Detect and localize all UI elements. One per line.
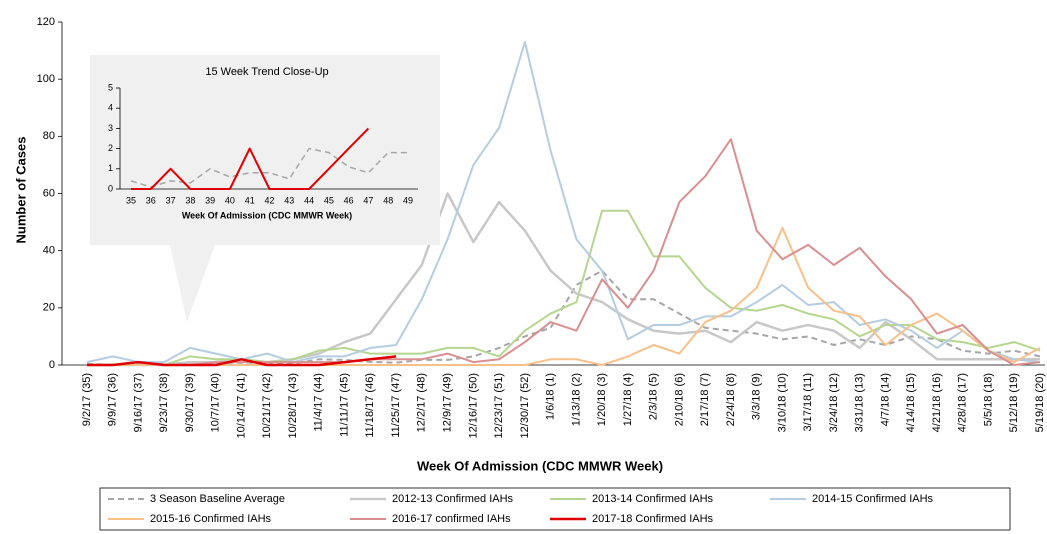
inset-title: 15 Week Trend Close-Up — [205, 66, 328, 78]
series-line — [86, 269, 1041, 366]
x-tick-label: 9/23/17 (38) — [158, 373, 170, 432]
x-tick-label: 2/10/18 (6) — [673, 373, 685, 426]
legend-label: 2016-17 confirmed IAHs — [392, 513, 511, 525]
x-tick-label: 42 — [264, 195, 274, 205]
legend-label: 3 Season Baseline Average — [150, 493, 285, 505]
x-tick-label: 49 — [403, 195, 413, 205]
y-tick-label: 0 — [49, 359, 55, 371]
x-tick-label: 39 — [205, 195, 215, 205]
x-tick-label: 11/4/17 (44) — [313, 373, 325, 432]
series-line — [130, 147, 408, 188]
y-tick-label: 5 — [108, 82, 113, 92]
x-tick-label: 12/2/17 (48) — [416, 373, 428, 432]
x-tick-label: 3/24/18 (12) — [828, 373, 840, 432]
x-tick-label: 10/21/17 (42) — [261, 373, 273, 438]
x-tick-label: 10/14/17 (41) — [235, 373, 247, 438]
x-tick-label: 9/2/17 (35) — [81, 373, 93, 426]
y-tick-label: 100 — [37, 73, 55, 85]
x-tick-label: 5/19/18 (20) — [1034, 373, 1046, 432]
y-tick-label: 20 — [43, 302, 55, 314]
x-tick-label: 37 — [166, 195, 176, 205]
x-tick-label: 11/25/17 (47) — [390, 373, 402, 438]
x-tick-label: 38 — [185, 195, 195, 205]
inset-x-axis-label: Week Of Admission (CDC MMWR Week) — [182, 210, 352, 220]
x-tick-label: 3/3/18 (9) — [751, 373, 763, 420]
x-tick-label: 1/27/18 (4) — [622, 373, 634, 426]
x-tick-label: 2/3/18 (5) — [648, 373, 660, 420]
x-tick-label: 5/5/18 (18) — [982, 373, 994, 426]
inset-panel — [90, 55, 440, 322]
x-tick-label: 45 — [324, 195, 334, 205]
x-tick-label: 12/16/17 (50) — [467, 373, 479, 438]
x-tick-label: 35 — [126, 195, 136, 205]
y-tick-label: 1 — [108, 163, 113, 173]
y-tick-label: 0 — [108, 183, 113, 193]
legend-label: 2013-14 Confirmed IAHs — [592, 493, 714, 505]
x-tick-label: 44 — [304, 195, 314, 205]
x-tick-label: 3/17/18 (11) — [802, 373, 814, 432]
x-tick-label: 4/14/18 (15) — [905, 373, 917, 432]
x-tick-label: 47 — [363, 195, 373, 205]
inset-plot: 15 Week Trend Close-Up Week Of Admission… — [108, 66, 418, 220]
x-tick-label: 4/7/18 (14) — [879, 373, 891, 426]
x-tick-label: 9/16/17 (37) — [132, 373, 144, 432]
x-tick-label: 4/28/18 (17) — [957, 373, 969, 432]
x-tick-label: 11/18/17 (46) — [364, 373, 376, 438]
x-tick-label: 1/6/18 (1) — [545, 373, 557, 420]
y-tick-label: 80 — [43, 130, 55, 142]
y-tick-label: 120 — [37, 16, 55, 28]
x-tick-label: 4/21/18 (16) — [931, 373, 943, 432]
series-line — [131, 127, 370, 190]
x-tick-label: 12/30/17 (52) — [519, 373, 531, 438]
x-tick-label: 5/12/18 (19) — [1008, 373, 1020, 432]
x-tick-label: 9/9/17 (36) — [107, 373, 119, 426]
legend: 3 Season Baseline Average 2012-13 Confirm… — [108, 493, 934, 525]
x-tick-label: 12/9/17 (49) — [442, 373, 454, 432]
x-tick-label: 1/20/18 (3) — [596, 373, 608, 426]
x-axis-label: Week Of Admission (CDC MMWR Week) — [417, 458, 663, 473]
x-tick-label: 40 — [225, 195, 235, 205]
y-axis-label: Number of Cases — [13, 137, 28, 244]
legend-label: 2017-18 Confirmed IAHs — [592, 513, 714, 525]
x-tick-label: 36 — [146, 195, 156, 205]
series-line — [87, 355, 397, 367]
legend-label: 2014-15 Confirmed IAHs — [812, 493, 934, 505]
x-tick-label: 2/17/18 (7) — [699, 373, 711, 426]
x-tick-label: 9/30/17 (39) — [184, 373, 196, 432]
y-tick-label: 40 — [43, 245, 55, 257]
y-tick-label: 3 — [108, 123, 113, 133]
series-line — [86, 41, 1041, 364]
x-tick-label: 10/7/17 (40) — [210, 373, 222, 432]
x-tick-label: 43 — [284, 195, 294, 205]
x-tick-label: 3/10/18 (10) — [776, 373, 788, 432]
series-line — [87, 226, 1041, 366]
x-tick-label: 10/28/17 (43) — [287, 373, 299, 438]
y-tick-label: 60 — [43, 187, 55, 199]
y-tick-label: 4 — [108, 103, 113, 113]
x-tick-label: 41 — [245, 195, 255, 205]
legend-label: 2015-16 Confirmed IAHs — [150, 513, 272, 525]
series-line — [87, 138, 1041, 366]
x-tick-label: 48 — [383, 195, 393, 205]
legend-label: 2012-13 Confirmed IAHs — [392, 493, 514, 505]
x-tick-label: 2/24/18 (8) — [725, 373, 737, 426]
x-tick-label: 3/31/18 (13) — [854, 373, 866, 432]
x-tick-label: 1/13/18 (2) — [570, 373, 582, 426]
x-tick-label: 11/11/17 (45) — [338, 373, 350, 437]
y-tick-label: 2 — [108, 143, 113, 153]
x-tick-label: 12/23/17 (51) — [493, 373, 505, 438]
x-tick-label: 46 — [344, 195, 354, 205]
legend-box — [99, 487, 1011, 531]
